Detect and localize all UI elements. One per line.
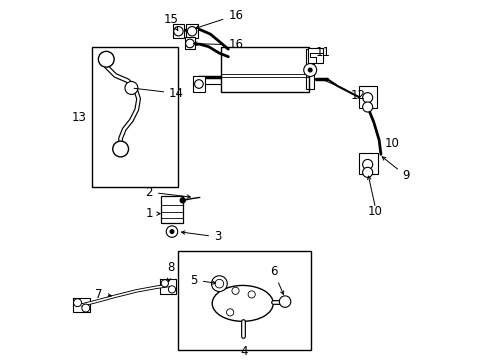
Circle shape — [279, 296, 290, 307]
Text: 14: 14 — [134, 87, 183, 100]
Circle shape — [215, 279, 223, 288]
Circle shape — [113, 141, 128, 157]
Circle shape — [362, 93, 372, 103]
Circle shape — [194, 80, 203, 88]
Bar — [178, 251, 310, 350]
Text: 12: 12 — [323, 80, 365, 102]
Bar — [308, 49, 322, 63]
Circle shape — [362, 167, 372, 177]
Text: 13: 13 — [71, 111, 86, 124]
Bar — [193, 76, 204, 91]
Text: 15: 15 — [163, 13, 178, 30]
Ellipse shape — [212, 285, 273, 321]
Bar — [358, 86, 376, 108]
Bar — [186, 24, 198, 38]
Bar — [358, 153, 378, 174]
Text: 6: 6 — [269, 265, 283, 294]
Bar — [221, 47, 308, 91]
Circle shape — [362, 159, 372, 170]
Circle shape — [74, 299, 81, 307]
Text: 16: 16 — [195, 9, 243, 29]
Text: 2: 2 — [145, 186, 190, 199]
Text: 10: 10 — [367, 205, 382, 218]
Circle shape — [226, 309, 233, 316]
Circle shape — [170, 230, 173, 233]
Text: 7: 7 — [95, 288, 111, 301]
Circle shape — [161, 280, 168, 287]
Circle shape — [231, 287, 239, 294]
Bar — [172, 24, 184, 38]
Text: 10: 10 — [384, 137, 399, 150]
Circle shape — [247, 291, 255, 298]
Circle shape — [168, 286, 175, 293]
Circle shape — [98, 51, 114, 67]
Circle shape — [185, 39, 194, 48]
Text: 4: 4 — [240, 345, 248, 358]
Bar — [161, 196, 183, 222]
Circle shape — [124, 81, 138, 94]
Circle shape — [81, 304, 90, 312]
Text: 8: 8 — [167, 261, 174, 282]
Circle shape — [166, 226, 177, 237]
Text: 5: 5 — [190, 274, 215, 287]
Circle shape — [180, 198, 185, 203]
Circle shape — [303, 64, 316, 76]
Circle shape — [173, 27, 183, 36]
Bar — [184, 37, 195, 49]
Bar — [305, 49, 313, 89]
Text: 16: 16 — [193, 39, 243, 51]
Text: 9: 9 — [382, 157, 409, 183]
Circle shape — [308, 68, 311, 72]
Circle shape — [129, 86, 133, 90]
Circle shape — [211, 276, 227, 292]
Text: 3: 3 — [181, 230, 221, 243]
Circle shape — [362, 102, 372, 112]
Text: 1: 1 — [145, 207, 160, 220]
Circle shape — [187, 27, 196, 36]
Bar — [92, 47, 178, 187]
Text: 11: 11 — [315, 46, 330, 59]
